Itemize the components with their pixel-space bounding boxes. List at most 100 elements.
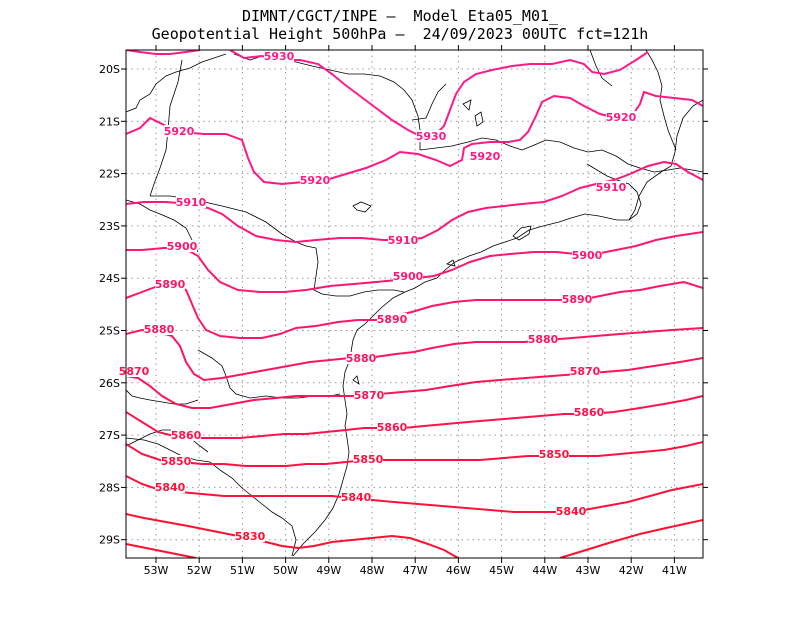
- contour-line-5890: [126, 280, 703, 339]
- contour-label: 5880: [528, 333, 559, 346]
- contour-label: 5930: [264, 50, 295, 63]
- contour-label: 5880: [346, 352, 377, 365]
- contour-label-bg: [606, 111, 636, 123]
- contour-label: 5830: [235, 530, 266, 543]
- lon-tick-label: 45W: [489, 564, 514, 577]
- lat-tick-label: 27S: [99, 429, 120, 442]
- contour-label: 5900: [572, 249, 603, 262]
- contour-label-bg: [572, 249, 602, 261]
- map-title-line-2: Geopotential Height 500hPa – 24/09/2023 …: [151, 25, 649, 43]
- contour-label-bg: [528, 333, 558, 345]
- contour-label: 5900: [393, 270, 424, 283]
- contour-label: 5920: [164, 125, 195, 138]
- lat-tick-label: 25S: [99, 325, 120, 338]
- contour-line-5860: [126, 395, 703, 439]
- contour-label-bg: [388, 234, 418, 246]
- contour-label-bg: [570, 365, 600, 377]
- border-es-ba: [645, 50, 677, 151]
- lon-tick-label: 53W: [144, 564, 169, 577]
- lat-tick-label: 26S: [99, 377, 120, 390]
- contour-label-bg: [171, 429, 201, 441]
- border-mg-es: [419, 137, 703, 173]
- contour-label-bg: [562, 293, 592, 305]
- contour-line-5840: [126, 475, 703, 513]
- contour-label-bg: [377, 313, 407, 325]
- contour-label-bg: [235, 530, 265, 542]
- contour-label-bg: [161, 455, 191, 467]
- contour-line-5830-c: [126, 543, 197, 558]
- contour-label: 5920: [606, 111, 637, 124]
- lon-tick-label: 51W: [230, 564, 255, 577]
- lon-tick-label: 52W: [187, 564, 212, 577]
- lat-tick-label: 20S: [99, 63, 120, 76]
- coastline: [292, 99, 703, 557]
- contour-label: 5920: [300, 174, 331, 187]
- border-pr-sc: [197, 349, 341, 399]
- contour-label-bg: [574, 406, 604, 418]
- contour-label: 5890: [562, 293, 593, 306]
- lat-tick-label: 24S: [99, 272, 120, 285]
- border-sc-rs: [126, 437, 297, 557]
- lat-tick-label: 28S: [99, 481, 120, 494]
- contour-label-bg: [416, 130, 446, 142]
- lon-tick-label: 48W: [360, 564, 385, 577]
- contour-label: 5840: [155, 481, 186, 494]
- border-argentina: [126, 389, 199, 405]
- contour-label: 5910: [176, 196, 207, 209]
- contour-label-bg: [144, 323, 174, 335]
- lon-tick-label: 41W: [662, 564, 687, 577]
- contour-label: 5870: [570, 365, 601, 378]
- lon-tick-label: 46W: [446, 564, 471, 577]
- graticule: [126, 50, 703, 558]
- border-sp-pr: [313, 247, 405, 297]
- contour-label: 5880: [144, 323, 175, 336]
- contour-label: 5910: [596, 181, 627, 194]
- lon-tick-label: 42W: [619, 564, 644, 577]
- contour-label-bg: [264, 50, 294, 62]
- contour-label: 5850: [539, 448, 570, 461]
- border-mg-sp: [233, 53, 421, 150]
- contour-label: 5860: [574, 406, 605, 419]
- lat-tick-label: 29S: [99, 534, 120, 547]
- contour-label: 5840: [556, 505, 587, 518]
- contour-label-bg: [167, 240, 197, 252]
- contour-label-bg: [539, 448, 569, 460]
- lon-tick-label: 47W: [403, 564, 428, 577]
- border-go-ms: [149, 59, 183, 197]
- contour-label: 5920: [470, 150, 501, 163]
- contour-lines: [126, 50, 703, 558]
- contour-label-bg: [176, 196, 206, 208]
- lat-tick-label: 21S: [99, 115, 120, 128]
- contour-label: 5870: [119, 365, 150, 378]
- contour-label-bg: [354, 389, 384, 401]
- border-north-west: [126, 53, 227, 113]
- contour-label-bg: [155, 278, 185, 290]
- lon-tick-label: 44W: [532, 564, 557, 577]
- coastline-and-borders: [126, 50, 703, 557]
- lat-tick-label: 22S: [99, 168, 120, 181]
- contour-label: 5890: [155, 278, 186, 291]
- contour-label-bg: [470, 150, 500, 162]
- lon-tick-label: 49W: [316, 564, 341, 577]
- contour-label-bg: [377, 421, 407, 433]
- contour-label-bg: [353, 453, 383, 465]
- contour-line-5910: [126, 160, 703, 244]
- contour-label-bg: [300, 174, 330, 186]
- contour-label-bg: [164, 125, 194, 137]
- longitude-labels: 53W 52W 51W 50W 49W 48W 47W 46W 45W 44W 43W 42W 41W: [144, 564, 687, 577]
- contour-label: 5860: [171, 429, 202, 442]
- contour-label: 5850: [353, 453, 384, 466]
- contour-label-bg: [346, 352, 376, 364]
- axis-ticks: [121, 45, 708, 563]
- border-paraguay: [126, 199, 199, 253]
- contour-label: 5890: [377, 313, 408, 326]
- border-rj: [586, 163, 642, 221]
- lon-tick-label: 43W: [576, 564, 601, 577]
- contour-label: 5930: [416, 130, 447, 143]
- contour-label: 5860: [377, 421, 408, 434]
- contour-line-5830: [126, 513, 459, 558]
- contour-label: 5870: [354, 389, 385, 402]
- contour-line-5880: [126, 327, 703, 382]
- contour-line-5830-b: [559, 519, 703, 558]
